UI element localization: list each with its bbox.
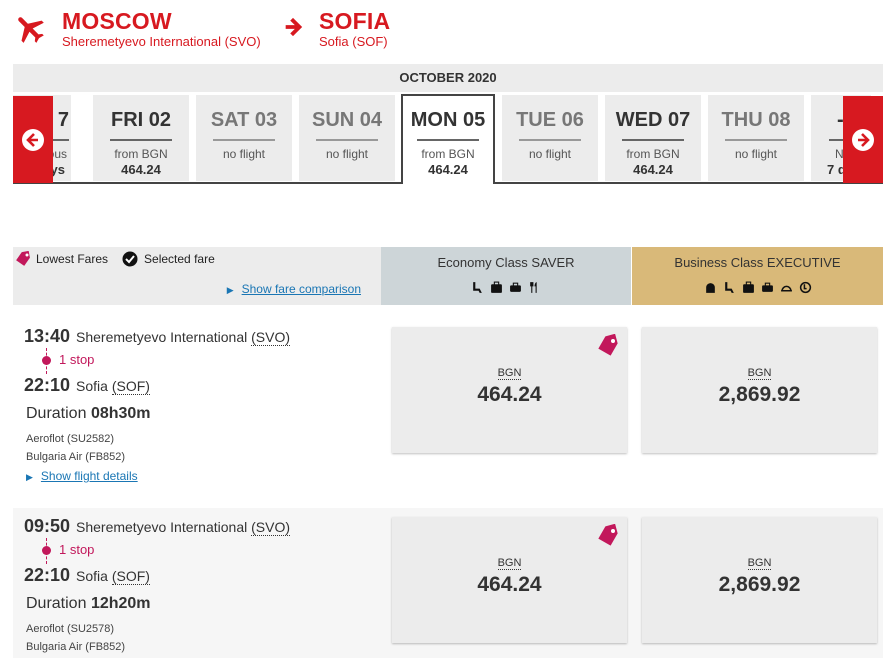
- business-price: 2,869.92: [718, 383, 801, 406]
- dest-city: SOFIA: [319, 8, 391, 34]
- bag-icon: [491, 281, 502, 293]
- day-cell-sat-03[interactable]: SAT 03 no flight: [196, 95, 292, 181]
- stop-dot-icon: [42, 546, 51, 555]
- flight-duration: Duration 12h20m: [26, 595, 151, 612]
- carrier-segment-1: Aeroflot (SU2578): [26, 623, 115, 635]
- economy-price: 464.24: [477, 573, 542, 596]
- arrival-station: Sofia (SOF): [76, 378, 150, 395]
- destination: SOFIA Sofia (SOF): [319, 8, 390, 49]
- economy-class-name: Economy Class SAVER: [437, 255, 575, 270]
- check-circle-icon: [122, 251, 138, 267]
- departure-time: 13:40: [24, 326, 71, 346]
- business-currency: BGN: [747, 367, 772, 380]
- carrier-segment-2: Bulgaria Air (FB852): [26, 641, 126, 653]
- business-class-header: Business Class EXECUTIVE: [632, 247, 883, 305]
- legend-lowest-fares: Lowest Fares: [36, 252, 109, 266]
- caret-right-icon: ▶: [26, 472, 33, 482]
- business-class-name: Business Class EXECUTIVE: [674, 255, 841, 270]
- economy-fare-button[interactable]: BGN 464.24: [392, 327, 627, 453]
- dest-airport: Sofia (SOF): [319, 34, 388, 49]
- lowest-fare-tag-icon: [598, 524, 618, 546]
- date-carousel: 7 ous ys FRI 02 from BGN 464.24 SAT 03 n…: [13, 92, 883, 184]
- luggage-icon: [510, 282, 521, 292]
- priority-icon: [799, 281, 811, 294]
- business-price: 2,869.92: [718, 573, 801, 596]
- departure-station: Sheremetyevo International (SVO): [76, 329, 290, 346]
- cloche-icon: [780, 285, 792, 292]
- economy-fare-button[interactable]: BGN 464.24: [392, 517, 627, 643]
- lounge-icon: [705, 283, 715, 293]
- economy-currency: BGN: [497, 557, 522, 570]
- economy-price: 464.24: [477, 383, 542, 406]
- price-tag-icon: [16, 251, 30, 266]
- show-flight-details-link[interactable]: ▶ Show flight details: [26, 469, 138, 483]
- business-currency: BGN: [747, 557, 772, 570]
- previous-dates-button[interactable]: [13, 96, 53, 183]
- caret-right-icon: ▶: [226, 285, 234, 295]
- origin: MOSCOW Sheremetyevo International (SVO): [62, 8, 261, 49]
- seat-icon: [473, 282, 482, 293]
- lowest-fare-tag-icon: [598, 334, 618, 356]
- airplane-icon: [18, 17, 44, 43]
- day-cell-wed-07[interactable]: WED 07 from BGN 464.24: [605, 95, 701, 181]
- economy-class-header: Economy Class SAVER: [381, 247, 631, 305]
- carrier-segment-2: Bulgaria Air (FB852): [26, 451, 126, 463]
- day-cell-sun-04[interactable]: SUN 04 no flight: [299, 95, 395, 181]
- arrow-left-circle-icon: [22, 128, 44, 151]
- luggage-icon: [761, 282, 773, 292]
- stop-dot-icon: [42, 356, 51, 365]
- departure-time: 09:50: [24, 516, 71, 536]
- carrier-segment-1: Aeroflot (SU2582): [26, 433, 115, 445]
- stops-count: 1 stop: [59, 352, 95, 367]
- bag-icon: [742, 281, 754, 293]
- legend-selected-fare: Selected fare: [144, 252, 215, 266]
- departure-code: (SVO): [251, 329, 290, 346]
- departure-station: Sheremetyevo International (SVO): [76, 519, 290, 536]
- flight-duration: Duration 08h30m: [26, 405, 151, 422]
- month-label: OCTOBER 2020: [13, 64, 883, 92]
- economy-currency: BGN: [497, 367, 522, 380]
- origin-city: MOSCOW: [62, 8, 172, 34]
- business-fare-button[interactable]: BGN 2,869.92: [642, 517, 877, 643]
- arrow-right-circle-icon: [852, 128, 874, 151]
- arrival-code: (SOF): [111, 378, 150, 395]
- stops-count: 1 stop: [59, 542, 95, 557]
- next-dates-button[interactable]: [843, 96, 883, 183]
- day-cell-tue-06[interactable]: TUE 06 no flight: [502, 95, 598, 181]
- flight-row: 13:40 Sheremetyevo International (SVO) 1…: [13, 318, 883, 496]
- day-cell-thu-08[interactable]: THU 08 no flight: [708, 95, 804, 181]
- meal-icon: [530, 282, 537, 293]
- show-fare-comparison-link[interactable]: ▶ Show fare comparison: [226, 282, 361, 296]
- day-cell-mon-05[interactable]: MON 05 from BGN 464.24: [401, 94, 495, 184]
- arrival-station: Sofia (SOF): [76, 568, 150, 585]
- seat-icon: [724, 282, 734, 293]
- business-fare-button[interactable]: BGN 2,869.92: [642, 327, 877, 453]
- fare-legend: Lowest Fares Selected fare ▶ Show fare co…: [13, 247, 381, 305]
- arrival-code: (SOF): [111, 568, 150, 585]
- arrow-right-icon: [285, 17, 303, 37]
- flight-row: 09:50 Sheremetyevo International (SVO) 1…: [13, 508, 883, 658]
- arrival-time: 22:10: [24, 565, 71, 585]
- arrival-time: 22:10: [24, 375, 71, 395]
- origin-airport: Sheremetyevo International (SVO): [62, 34, 261, 49]
- day-cell-fri-02[interactable]: FRI 02 from BGN 464.24: [93, 95, 189, 181]
- departure-code: (SVO): [251, 519, 290, 536]
- route-header: MOSCOW Sheremetyevo International (SVO) …: [12, 8, 882, 58]
